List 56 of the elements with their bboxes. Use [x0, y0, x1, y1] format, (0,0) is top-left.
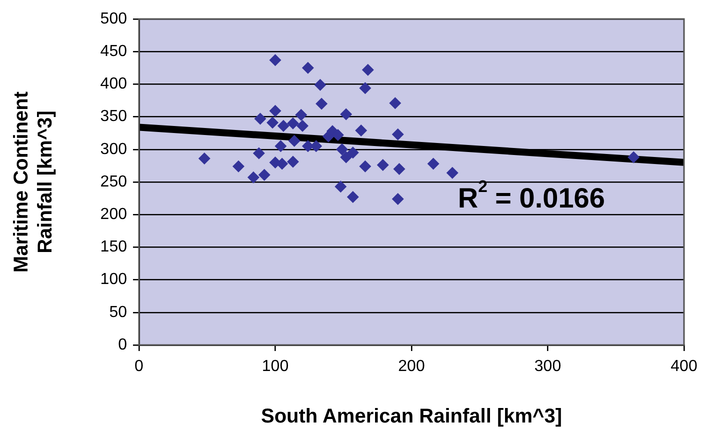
- point: [336, 143, 348, 156]
- y-tick-label: 300: [100, 140, 128, 158]
- point: [340, 151, 352, 164]
- y-tick-label: 250: [100, 173, 128, 190]
- point: [314, 78, 326, 91]
- point: [316, 98, 328, 110]
- point: [427, 158, 440, 170]
- y-tick-label: 50: [109, 304, 128, 321]
- y-tick-label: 150: [100, 238, 128, 256]
- point: [277, 120, 290, 132]
- y-tick-label: 500: [100, 10, 128, 28]
- point: [362, 64, 374, 76]
- point: [252, 147, 265, 160]
- point: [359, 160, 372, 172]
- point: [269, 54, 282, 66]
- point: [392, 128, 404, 140]
- x-axis-title: South American Rainfall [km^3]: [261, 406, 562, 428]
- y-tick-label: 400: [100, 76, 128, 93]
- point: [254, 112, 266, 125]
- point: [334, 180, 347, 193]
- point: [628, 151, 640, 164]
- point: [258, 168, 270, 181]
- y-tick-label: 0: [118, 336, 128, 354]
- point: [286, 156, 299, 168]
- point: [269, 104, 282, 117]
- y-tick-label: 200: [100, 206, 128, 224]
- x-tick-label: 100: [262, 358, 289, 376]
- point: [288, 134, 300, 147]
- point: [393, 162, 406, 175]
- point: [274, 140, 287, 152]
- point: [446, 166, 458, 179]
- point: [232, 160, 244, 172]
- point: [340, 108, 352, 120]
- point: [198, 152, 210, 165]
- point: [247, 171, 260, 184]
- point: [359, 82, 372, 94]
- point: [376, 159, 389, 172]
- x-tick-label: 0: [134, 358, 144, 376]
- point: [389, 97, 402, 110]
- point: [355, 124, 368, 136]
- point: [286, 117, 299, 130]
- y-tick-label: 100: [100, 271, 128, 288]
- point: [392, 192, 404, 205]
- point: [346, 190, 359, 203]
- point: [322, 130, 334, 142]
- x-tick-label: 200: [398, 358, 425, 376]
- y-tick-label: 450: [100, 43, 128, 60]
- x-tick-label: 400: [670, 358, 698, 376]
- point: [346, 146, 359, 159]
- point: [302, 62, 314, 74]
- y-tick-label: 350: [100, 108, 128, 126]
- x-tick-label: 300: [534, 358, 562, 376]
- point: [296, 120, 308, 132]
- y-axis-title: Maritime Continent Rainfall [km^3]: [10, 91, 57, 273]
- point: [266, 116, 279, 129]
- point: [295, 108, 308, 121]
